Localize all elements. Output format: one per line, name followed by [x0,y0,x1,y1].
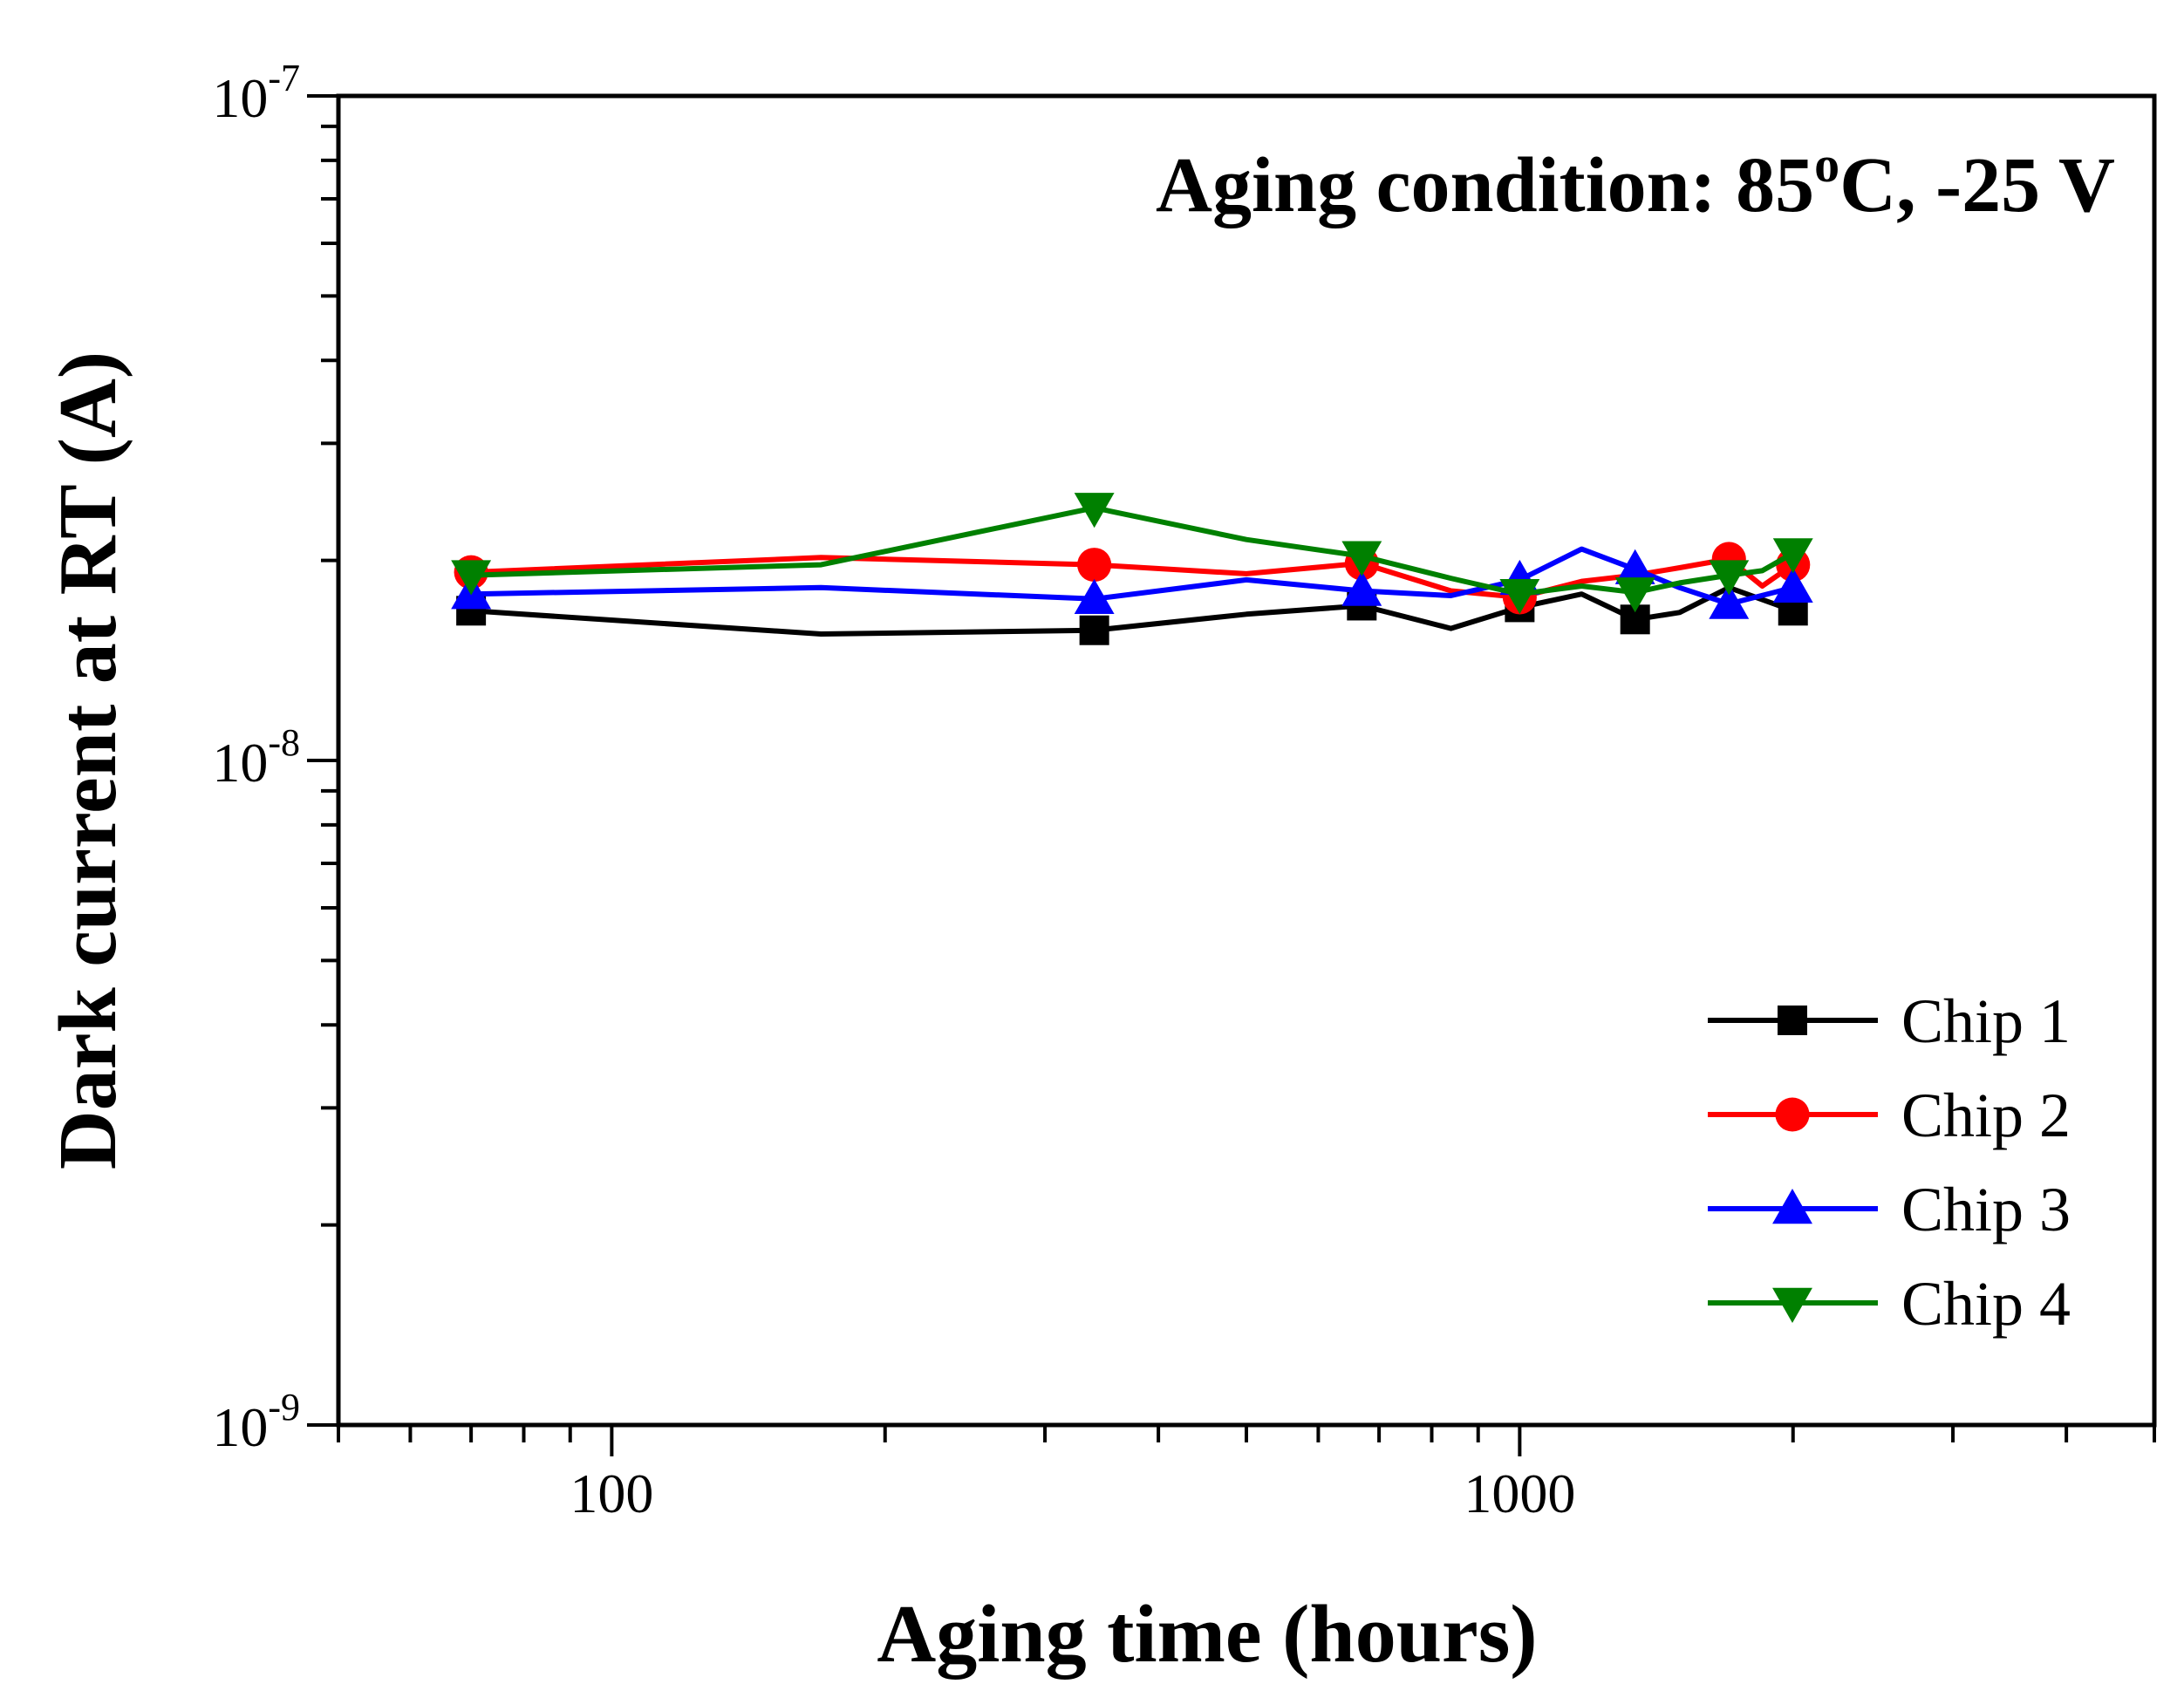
x-tick-label: 100 [570,1462,653,1524]
ticks-layer: 100 1000 10-9 10-8 10-7 [212,57,2156,1524]
legend-marker [1772,1287,1812,1323]
x-axis-title: Aging time (hours) [877,1589,1537,1680]
series-layer [451,493,1813,645]
y-tick-label: 10-7 [212,57,300,129]
legend-marker [1772,1189,1812,1224]
data-point [451,560,492,596]
legend-item-2: Chip 2 [1708,1081,2071,1150]
y-axis-title: Dark current at RT (A) [43,351,133,1169]
data-point [1341,541,1382,576]
annotation-suffix: C, -25 V [1839,142,2115,228]
y-tick-label: 10-9 [212,1386,300,1458]
y-tick-label: 10-8 [212,721,300,794]
legend-item-4: Chip 4 [1708,1269,2071,1339]
data-point [1709,583,1750,619]
legend-item-3: Chip 3 [1708,1175,2071,1244]
x-tick-label: 1000 [1464,1462,1575,1524]
data-point [1772,538,1813,574]
annotation: Aging condition: 85oC, -25 V [1156,136,2115,228]
data-point [1341,570,1382,606]
data-point [1614,577,1655,613]
legend-label: Chip 3 [1901,1175,2071,1244]
data-point [1709,560,1750,596]
legend-marker [1775,1097,1810,1132]
series-4 [451,493,1813,615]
legend: Chip 1 Chip 2 Chip 3 Chip 4 [1708,986,2071,1339]
legend-label: Chip 1 [1901,986,2071,1056]
annotation-prefix: Aging condition: 85 [1156,142,1814,228]
data-point [1074,578,1115,615]
legend-label: Chip 2 [1901,1081,2071,1150]
legend-item-1: Chip 1 [1708,986,2071,1056]
data-point [1772,567,1813,603]
data-point [1074,493,1115,528]
data-point [1077,548,1112,583]
data-point [1499,578,1540,615]
series-line [470,584,1794,637]
data-point [1614,549,1655,584]
legend-marker [1778,1006,1807,1035]
annotation-superscript: o [1814,136,1839,193]
data-point [1079,615,1109,645]
legend-label: Chip 4 [1901,1269,2071,1339]
